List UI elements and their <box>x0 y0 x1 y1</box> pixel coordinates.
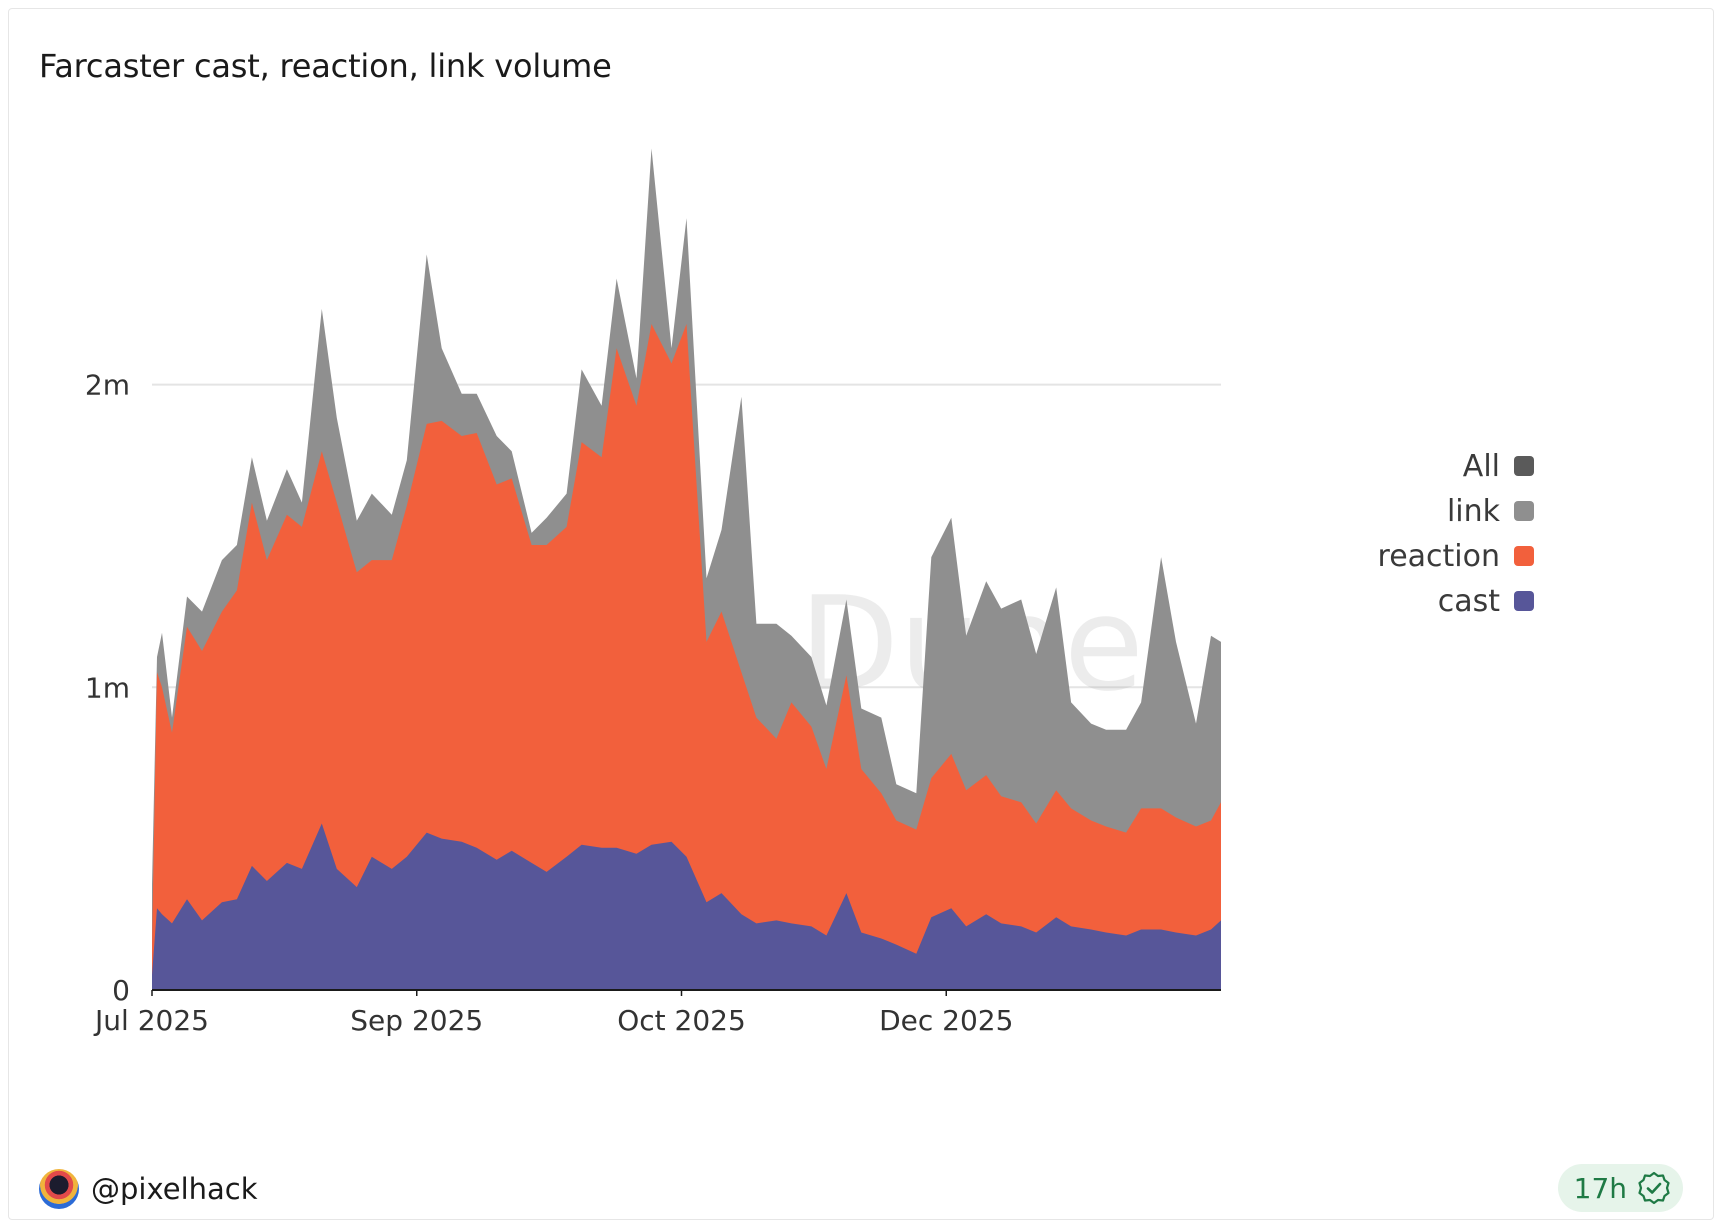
legend-label: link <box>1447 494 1501 529</box>
legend-label: All <box>1463 449 1500 484</box>
legend-label: reaction <box>1378 539 1500 574</box>
refresh-badge[interactable]: 17h <box>1557 1164 1683 1212</box>
legend-swatch <box>1514 456 1534 476</box>
y-tick-label: 0 <box>112 974 130 1007</box>
legend-swatch <box>1514 546 1534 566</box>
y-tick-label: 1m <box>85 671 130 704</box>
avatar[interactable] <box>39 1169 79 1209</box>
legend-item-link[interactable]: link <box>1447 494 1534 529</box>
refresh-time: 17h <box>1573 1171 1627 1205</box>
legend-label: cast <box>1438 584 1501 619</box>
axes: 0 1m 2m Jul 2025 Sep 2025 Oct 2025 Dec 2025 <box>85 369 1221 1037</box>
chart-card: Farcaster cast, reaction, link volume Du… <box>8 8 1714 1220</box>
check-badge-icon <box>1638 1171 1670 1205</box>
legend-item-reaction[interactable]: reaction <box>1378 539 1534 574</box>
area-cast[interactable] <box>152 823 1221 991</box>
legend-item-all[interactable]: All <box>1463 449 1534 484</box>
x-tick-label: Oct 2025 <box>617 1004 746 1037</box>
y-tick-label: 2m <box>85 369 130 402</box>
legend-swatch <box>1514 501 1534 521</box>
author-name[interactable]: @pixelhack <box>91 1172 258 1206</box>
chart-title: Farcaster cast, reaction, link volume <box>39 47 612 85</box>
author[interactable]: @pixelhack <box>39 1169 258 1209</box>
x-tick-label: Sep 2025 <box>350 1004 483 1037</box>
legend-swatch <box>1514 591 1534 611</box>
legend[interactable]: All link reaction cast <box>1378 449 1534 619</box>
area-reaction[interactable] <box>152 324 1221 990</box>
stacked-areas <box>152 148 1221 991</box>
x-tick-label: Dec 2025 <box>879 1004 1013 1037</box>
x-tick-label: Jul 2025 <box>93 1004 209 1037</box>
legend-item-cast[interactable]: cast <box>1438 584 1534 619</box>
